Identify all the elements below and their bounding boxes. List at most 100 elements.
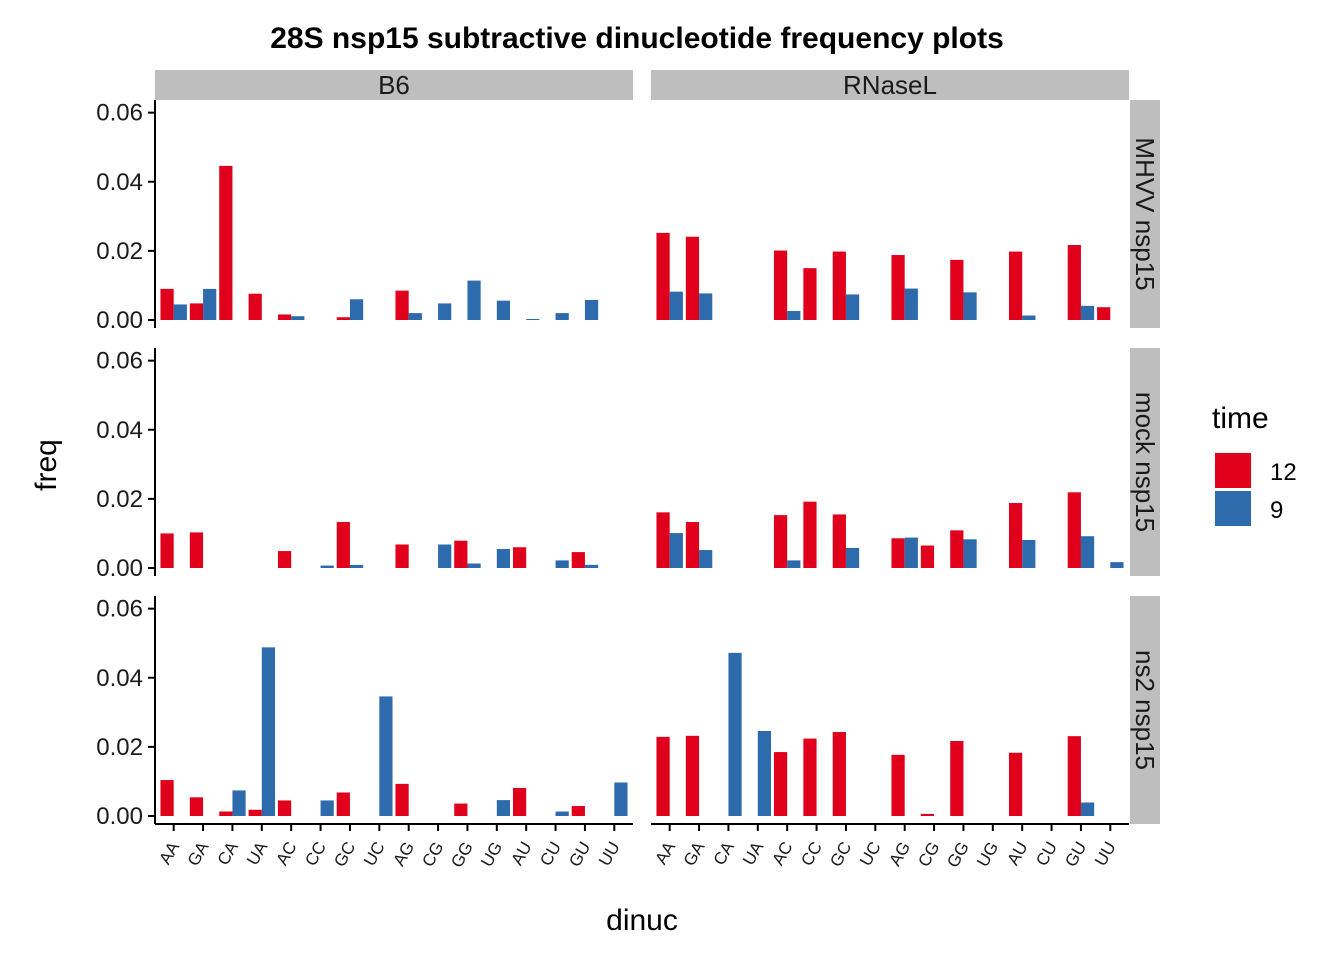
bar-series-9 — [728, 652, 742, 816]
bar-series-9 — [203, 288, 217, 320]
bar-series-9 — [173, 304, 187, 320]
bar-series-9 — [438, 303, 452, 320]
bar-series-12 — [395, 290, 409, 320]
strip-column-label: B6 — [378, 70, 410, 100]
bar-series-12 — [1067, 492, 1081, 568]
strip-row-label: mock nsp15 — [1130, 392, 1160, 532]
x-tick-label: GG — [447, 839, 477, 871]
bar-series-12 — [160, 533, 174, 568]
y-tick-label: 0.04 — [96, 665, 143, 692]
chart-title: 28S nsp15 subtractive dinucleotide frequ… — [270, 22, 1004, 55]
x-tick-label: CC — [301, 839, 330, 870]
bar-series-12 — [773, 752, 788, 816]
bar-series-9 — [467, 280, 481, 320]
bar-series-9 — [904, 288, 918, 320]
bar-series-12 — [395, 544, 409, 568]
y-tick-label: 0.04 — [96, 417, 143, 444]
strip-row-0 — [1130, 100, 1160, 328]
strip-row-2 — [1130, 596, 1160, 824]
bar-series-12 — [803, 501, 817, 568]
bar-series-12 — [920, 813, 935, 816]
bar-series-12 — [336, 522, 350, 568]
x-tick-label: UC — [360, 839, 389, 870]
x-tick-label: UG — [477, 839, 506, 871]
bar-series-9 — [349, 564, 364, 568]
x-tick-label: UU — [595, 839, 624, 870]
bar-series-9 — [467, 563, 481, 568]
bar-series-12 — [950, 259, 964, 320]
bar-series-9 — [1022, 540, 1036, 568]
bar-series-9 — [1110, 562, 1124, 568]
bar-series-9 — [555, 811, 569, 816]
x-tick-label: CA — [214, 838, 243, 869]
legend-title: time — [1212, 402, 1269, 435]
bar-series-12 — [454, 803, 468, 816]
strip-column-1 — [651, 70, 1129, 100]
y-tick-label: 0.04 — [96, 169, 143, 196]
y-tick-label: 0.06 — [96, 596, 143, 623]
bar-series-9 — [845, 294, 860, 320]
x-tick-label: UU — [1091, 839, 1120, 870]
x-tick-label: AU — [1003, 839, 1031, 869]
bar-series-12 — [656, 736, 670, 816]
bar-series-9 — [496, 800, 511, 816]
strip-column-0 — [155, 70, 633, 100]
x-tick-label: GG — [943, 839, 973, 871]
bar-series-9 — [1080, 536, 1095, 568]
bar-series-9 — [1080, 305, 1095, 320]
bar-series-9 — [408, 313, 422, 320]
x-tick-label: UG — [973, 839, 1002, 871]
bar-series-9 — [555, 313, 569, 320]
bar-series-12 — [656, 232, 670, 320]
y-tick-label: 0.02 — [96, 486, 143, 513]
bar-series-9 — [584, 299, 599, 320]
bar-series-9 — [699, 293, 713, 320]
strip-row-label: MHVV nsp15 — [1130, 137, 1160, 290]
bar-series-12 — [685, 522, 700, 568]
bar-series-9 — [787, 560, 801, 568]
y-tick-label: 0.06 — [96, 100, 143, 127]
bar-series-12 — [1008, 251, 1023, 320]
bar-series-12 — [891, 754, 905, 816]
x-tick-label: AA — [155, 838, 183, 868]
bar-series-12 — [1067, 245, 1081, 320]
y-axis-title: freq — [30, 439, 63, 491]
bar-series-9 — [584, 564, 599, 568]
bar-series-12 — [277, 800, 292, 816]
bar-series-12 — [277, 551, 292, 568]
y-tick-label: 0.00 — [96, 555, 143, 582]
x-tick-label: CG — [418, 839, 447, 871]
x-tick-label: AU — [507, 839, 535, 869]
bar-series-9 — [379, 696, 393, 816]
bar-series-12 — [832, 732, 846, 816]
bar-series-12 — [773, 515, 788, 568]
bar-series-12 — [512, 547, 527, 568]
bar-series-9 — [904, 537, 918, 568]
legend-key-label: 12 — [1270, 459, 1297, 486]
bar-series-12 — [773, 250, 788, 320]
x-tick-label: AA — [651, 838, 679, 868]
bar-series-12 — [832, 514, 846, 568]
bar-series-12 — [950, 530, 964, 568]
bar-series-9 — [787, 311, 801, 320]
bar-series-9 — [669, 533, 683, 568]
bar-series-12 — [219, 811, 233, 816]
bar-series-9 — [438, 544, 452, 568]
bar-series-9 — [699, 550, 713, 568]
bar-series-12 — [395, 783, 409, 816]
legend-key-swatch — [1215, 491, 1251, 526]
bar-series-12 — [160, 780, 174, 816]
bar-series-12 — [685, 236, 700, 320]
bar-series-12 — [219, 165, 233, 320]
bar-series-9 — [349, 299, 364, 320]
bar-series-9 — [669, 291, 683, 320]
strip-column-label: RNaseL — [843, 70, 937, 100]
bar-series-9 — [320, 800, 334, 816]
bar-series-12 — [336, 792, 350, 816]
bar-series-12 — [1067, 736, 1081, 816]
strip-row-1 — [1130, 348, 1160, 576]
bar-series-12 — [803, 738, 817, 816]
bar-series-9 — [496, 300, 511, 320]
x-tick-label: UA — [739, 838, 768, 869]
bar-series-12 — [248, 293, 262, 320]
